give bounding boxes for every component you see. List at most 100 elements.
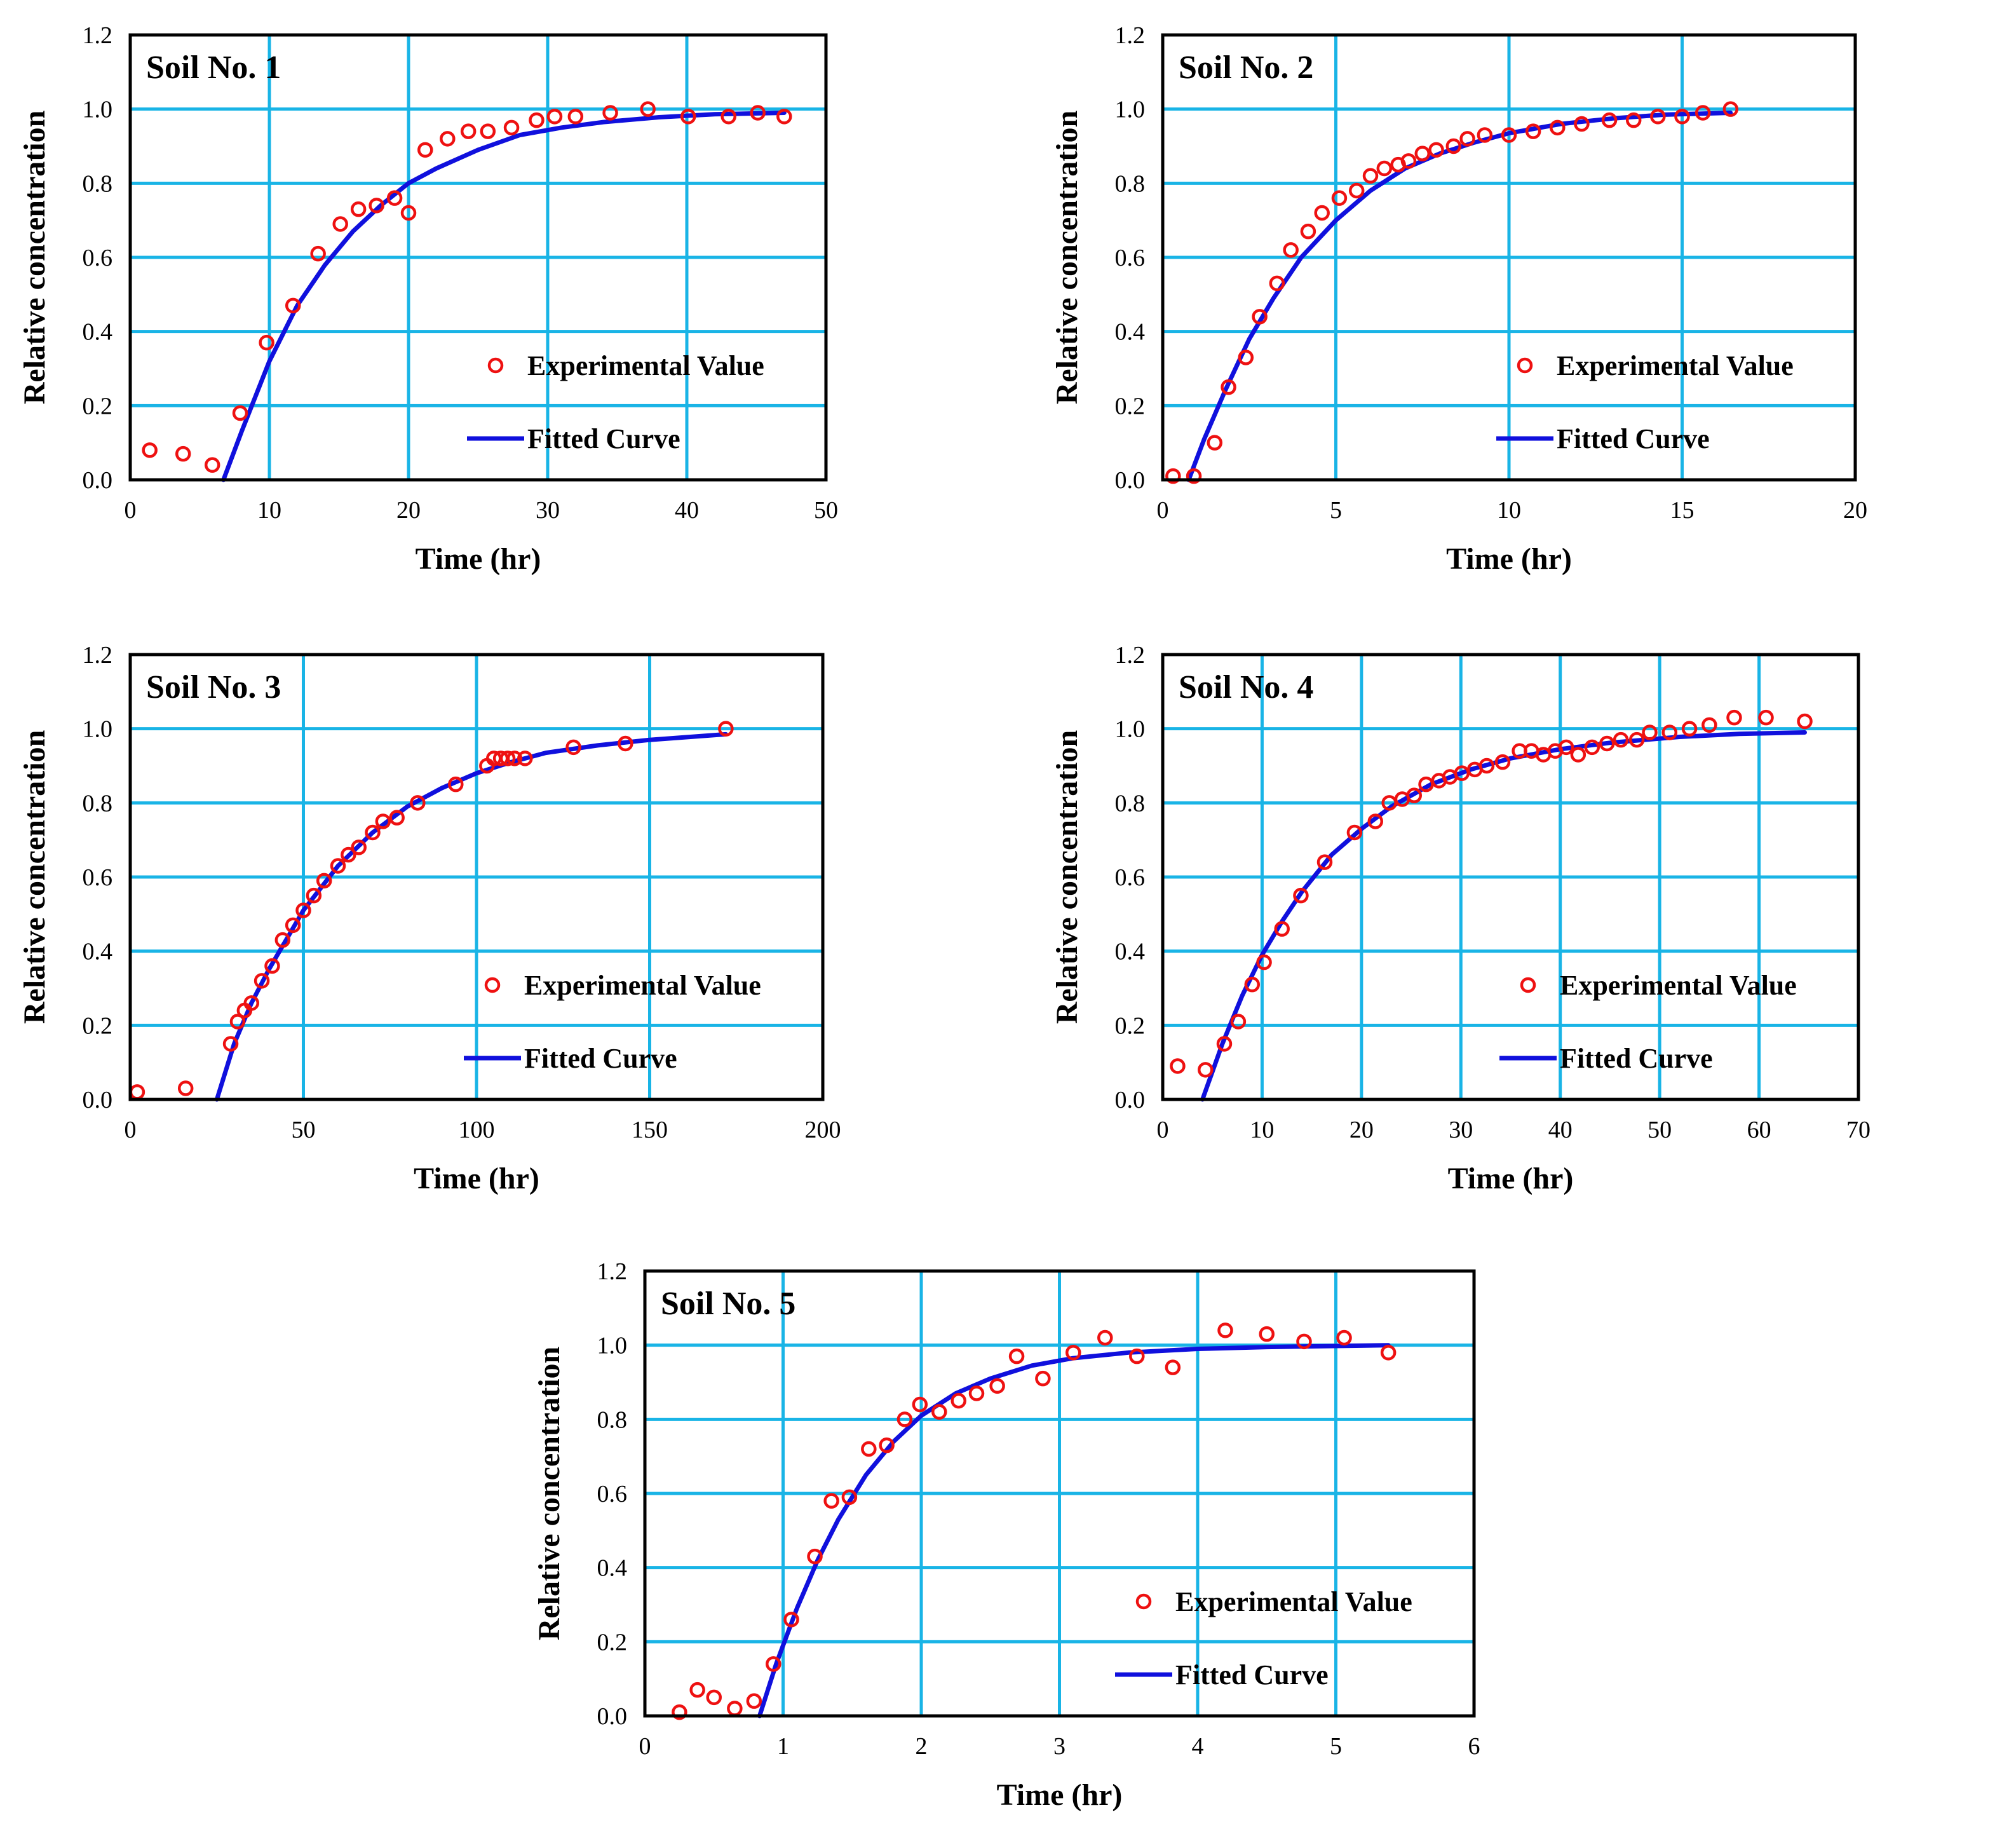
y-axis-title: Relative concentration <box>532 1347 566 1641</box>
experimental-point <box>1650 109 1666 125</box>
experimental-point <box>1336 1329 1352 1346</box>
experimental-point <box>1348 182 1365 199</box>
panel-title: Soil No. 3 <box>146 669 281 705</box>
y-tick-label: 0.8 <box>83 170 113 197</box>
legend-marker-experimental <box>1517 357 1533 374</box>
y-tick-label: 0.4 <box>83 939 113 965</box>
experimental-point <box>1722 101 1739 117</box>
experimental-point <box>503 119 520 136</box>
panel-soil-3: 0 50 100 150 200 0.0 0.2 0.4 0.6 0.8 1.0 1.2 Time (h… <box>18 642 841 1195</box>
experimental-point <box>1558 739 1574 756</box>
experimental-point <box>546 109 563 125</box>
x-tick-label: 50 <box>292 1117 316 1143</box>
panel-title: Soil No. 5 <box>661 1286 795 1322</box>
y-axis-title: Relative concentration <box>18 111 51 405</box>
experimental-point <box>1331 190 1348 206</box>
experimental-point <box>602 105 618 121</box>
experimental-point <box>1217 1323 1233 1338</box>
experimental-point <box>350 201 367 217</box>
experimental-point <box>1035 1370 1051 1387</box>
x-tick-label: 10 <box>257 497 281 524</box>
experimental-point <box>341 847 356 863</box>
y-tick-label: 1.0 <box>83 97 113 123</box>
y-tick-label: 0.0 <box>83 467 113 494</box>
experimental-point <box>1230 1014 1247 1030</box>
y-tick-label: 0.2 <box>597 1629 628 1656</box>
experimental-point <box>175 445 191 462</box>
experimental-point <box>680 109 696 125</box>
experimental-point <box>1170 1058 1186 1074</box>
y-tick-label: 0.0 <box>1115 467 1146 494</box>
x-axis-title: Time (hr) <box>1446 542 1572 576</box>
y-tick-label: 0.4 <box>1115 319 1146 346</box>
experimental-point <box>177 1080 194 1096</box>
x-axis-title: Time (hr) <box>414 1162 539 1195</box>
experimental-point <box>1293 887 1309 904</box>
legend-label-fitted: Fitted Curve <box>527 423 680 454</box>
legend-marker-experimental <box>487 357 504 374</box>
experimental-point <box>1477 127 1493 143</box>
experimental-point <box>410 795 426 811</box>
x-axis-title: Time (hr) <box>997 1778 1123 1812</box>
experimental-point <box>1244 976 1261 993</box>
experimental-point <box>229 1014 246 1030</box>
x-tick-label: 0 <box>1157 1117 1169 1143</box>
experimental-point <box>640 101 656 117</box>
y-tick-label: 0.8 <box>597 1406 628 1433</box>
experimental-point <box>1296 1333 1312 1350</box>
experimental-point <box>389 810 405 826</box>
experimental-point <box>1269 275 1285 292</box>
experimental-point <box>1165 468 1181 484</box>
experimental-point <box>1376 160 1393 177</box>
experimental-point <box>1316 854 1333 870</box>
experimental-point <box>1252 309 1268 325</box>
experimental-point <box>1599 735 1615 752</box>
y-tick-label: 1.2 <box>83 642 113 669</box>
experimental-point <box>1274 921 1290 937</box>
x-tick-label: 20 <box>1843 497 1867 524</box>
experimental-point <box>232 405 248 421</box>
x-tick-label: 0 <box>1157 497 1169 524</box>
panel-soil-1: 0 10 20 30 40 50 0.0 0.2 0.4 0.6 0.8 1.0 1.2 Time (hr… <box>18 22 838 576</box>
experimental-point <box>1221 379 1236 395</box>
experimental-point <box>285 917 301 934</box>
experimental-point <box>1259 1326 1275 1342</box>
x-tick-label: 200 <box>805 1117 841 1143</box>
x-tick-label: 20 <box>396 497 421 524</box>
experimental-point <box>912 1396 928 1413</box>
panel-soil-4: 0 10 20 30 40 50 60 70 0.0 0.2 0.4 0.6 0.8 1.0 1.2 Time… <box>1050 642 1871 1195</box>
legend-marker-experimental <box>1135 1593 1152 1610</box>
experimental-point <box>750 105 766 121</box>
y-tick-label: 1.2 <box>597 1258 628 1285</box>
experimental-point <box>448 776 464 792</box>
experimental-point <box>841 1489 858 1506</box>
y-tick-label: 1.2 <box>1115 22 1146 49</box>
experimental-point <box>720 109 736 125</box>
experimental-point <box>440 131 456 147</box>
y-tick-label: 0.6 <box>1115 245 1146 271</box>
legend-label-experimental: Experimental Value <box>1560 970 1797 1001</box>
experimental-point <box>567 109 584 125</box>
legend-label-experimental: Experimental Value <box>524 970 761 1001</box>
x-tick-label: 50 <box>1647 1117 1672 1143</box>
x-tick-label: 100 <box>459 1117 495 1143</box>
y-tick-label: 0.2 <box>1115 393 1146 419</box>
experimental-point <box>365 824 381 841</box>
experimental-point <box>529 112 545 128</box>
experimental-point <box>783 1612 799 1628</box>
experimental-point <box>718 721 734 737</box>
experimental-point <box>1300 223 1316 240</box>
experimental-point <box>1628 731 1645 748</box>
experimental-point <box>480 123 496 139</box>
panel-title: Soil No. 4 <box>1179 669 1313 705</box>
y-tick-label: 0.6 <box>597 1481 628 1507</box>
experimental-point <box>460 123 477 139</box>
legend-marker-experimental <box>484 977 501 993</box>
experimental-point <box>1406 787 1423 803</box>
experimental-point <box>285 297 301 314</box>
y-tick-label: 0.6 <box>83 245 113 271</box>
x-tick-label: 2 <box>916 1733 928 1760</box>
experimental-point <box>264 958 280 974</box>
x-tick-label: 30 <box>1449 1117 1473 1143</box>
x-tick-label: 6 <box>1468 1733 1480 1760</box>
